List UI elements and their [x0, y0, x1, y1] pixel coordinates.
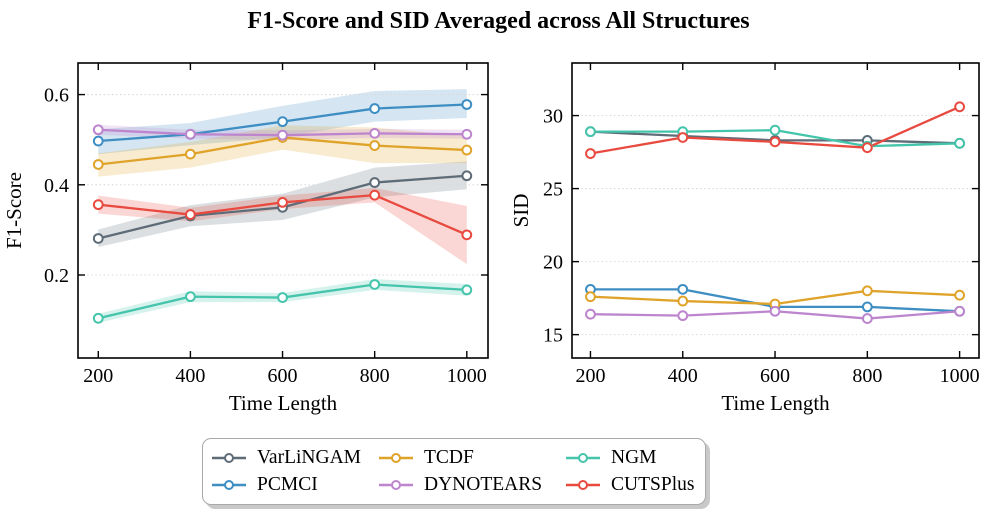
marker-DYNOTEARS [954, 305, 966, 317]
marker-TCDF [677, 295, 689, 307]
marker-VarLiNGAM [369, 177, 381, 188]
marker-CUTSPlus [92, 199, 104, 211]
y-tick-label: 30 [543, 106, 563, 128]
marker-PCMCI [861, 301, 873, 313]
marker-VarLiNGAM [92, 233, 104, 244]
marker-CUTSPlus [861, 142, 873, 154]
marker-CUTSPlus [185, 209, 196, 220]
line-charts-svg: 200 400 600 800 1000 0.2 0.4 0.6 Time Length F1-S… [2, 62, 980, 415]
marker-DYNOTEARS [461, 128, 473, 140]
marker-NGM [954, 137, 966, 149]
x-tick-label: 1000 [447, 365, 487, 387]
marker-NGM [461, 284, 473, 296]
y-tick-label: 0.2 [44, 265, 69, 287]
line-marker-icon [566, 453, 600, 463]
y-tick-label: 20 [543, 252, 563, 274]
marker-DYNOTEARS [769, 305, 781, 317]
x-tick-label: 400 [668, 365, 698, 387]
figure-title: F1-Score and SID Averaged across All Str… [247, 8, 750, 34]
y-tick-label: 15 [543, 325, 563, 347]
y-axis-label: F1-Score [2, 172, 26, 249]
marker-CUTSPlus [769, 136, 781, 148]
legend-item-dynotears: DYNOTEARS [378, 472, 565, 499]
legend-label: DYNOTEARS [424, 474, 543, 495]
legend-label: CUTSPlus [611, 474, 695, 495]
marker-NGM [769, 124, 781, 136]
marker-NGM [185, 291, 196, 303]
chart-F1-Score: 200 400 600 800 1000 0.2 0.4 0.6 Time Length F1-S… [2, 62, 489, 415]
marker-PCMCI [461, 99, 473, 110]
marker-TCDF [92, 159, 104, 170]
legend-label: TCDF [424, 447, 474, 468]
marker-CUTSPlus [277, 196, 288, 208]
legend-item-pcmci: PCMCI [211, 472, 378, 499]
legend-item-cutsplus: CUTSPlus [565, 472, 697, 499]
line-marker-icon [212, 480, 246, 490]
legend-item-ngm: NGM [565, 445, 697, 472]
legend-item-tcdf: TCDF [378, 445, 565, 472]
x-tick-label: 600 [760, 365, 790, 387]
marker-TCDF [185, 148, 196, 160]
marker-DYNOTEARS [677, 310, 689, 322]
legend-label: VarLiNGAM [257, 447, 361, 468]
y-tick-label: 25 [543, 179, 563, 201]
marker-TCDF [461, 144, 473, 156]
legend: VarLiNGAM PCMCI TCDF DYNOTEARS [202, 438, 706, 505]
x-axis-label: Time Length [229, 391, 338, 415]
marker-PCMCI [369, 103, 381, 114]
y-axis-label: SID [509, 194, 533, 228]
marker-DYNOTEARS [369, 127, 381, 139]
x-tick-label: 800 [360, 365, 390, 387]
marker-DYNOTEARS [185, 128, 196, 140]
marker-DYNOTEARS [861, 313, 873, 324]
marker-CUTSPlus [369, 189, 381, 201]
y-tick-label: 0.4 [44, 175, 69, 197]
marker-TCDF [369, 140, 381, 151]
x-tick-label: 400 [175, 365, 205, 387]
marker-NGM [92, 312, 104, 324]
line-marker-icon [379, 453, 413, 463]
marker-DYNOTEARS [92, 124, 104, 136]
x-axis-label: Time Length [721, 391, 830, 415]
marker-NGM [369, 279, 381, 290]
marker-NGM [277, 292, 288, 303]
marker-CUTSPlus [677, 132, 689, 143]
x-tick-label: 800 [852, 365, 882, 387]
line-marker-icon [566, 480, 600, 490]
y-tick-label: 0.6 [44, 85, 69, 107]
marker-TCDF [585, 291, 596, 303]
line-marker-icon [379, 480, 413, 490]
legend-label: PCMCI [257, 474, 318, 495]
legend-column-3: NGM CUTSPlus [565, 445, 697, 499]
legend-column-2: TCDF DYNOTEARS [378, 445, 565, 499]
chart-SID: 200 400 600 800 1000 15 20 25 30 Time Length SID [509, 62, 980, 415]
marker-TCDF [954, 289, 966, 301]
marker-CUTSPlus [585, 148, 596, 159]
x-tick-label: 200 [575, 365, 605, 387]
line-marker-icon [212, 453, 246, 463]
marker-TCDF [861, 285, 873, 297]
marker-PCMCI [677, 283, 689, 295]
marker-PCMCI [92, 135, 104, 147]
x-tick-label: 600 [268, 365, 298, 387]
legend-label: NGM [611, 447, 657, 468]
marker-CUTSPlus [461, 229, 473, 241]
legend-column-1: VarLiNGAM PCMCI [203, 445, 378, 499]
marker-DYNOTEARS [277, 129, 288, 141]
marker-DYNOTEARS [585, 308, 596, 320]
marker-NGM [585, 126, 596, 138]
legend-item-varlingam: VarLiNGAM [211, 445, 378, 472]
x-tick-label: 200 [83, 365, 113, 387]
x-tick-label: 1000 [940, 365, 980, 387]
marker-VarLiNGAM [461, 170, 473, 182]
marker-PCMCI [277, 116, 288, 128]
marker-CUTSPlus [954, 101, 966, 113]
